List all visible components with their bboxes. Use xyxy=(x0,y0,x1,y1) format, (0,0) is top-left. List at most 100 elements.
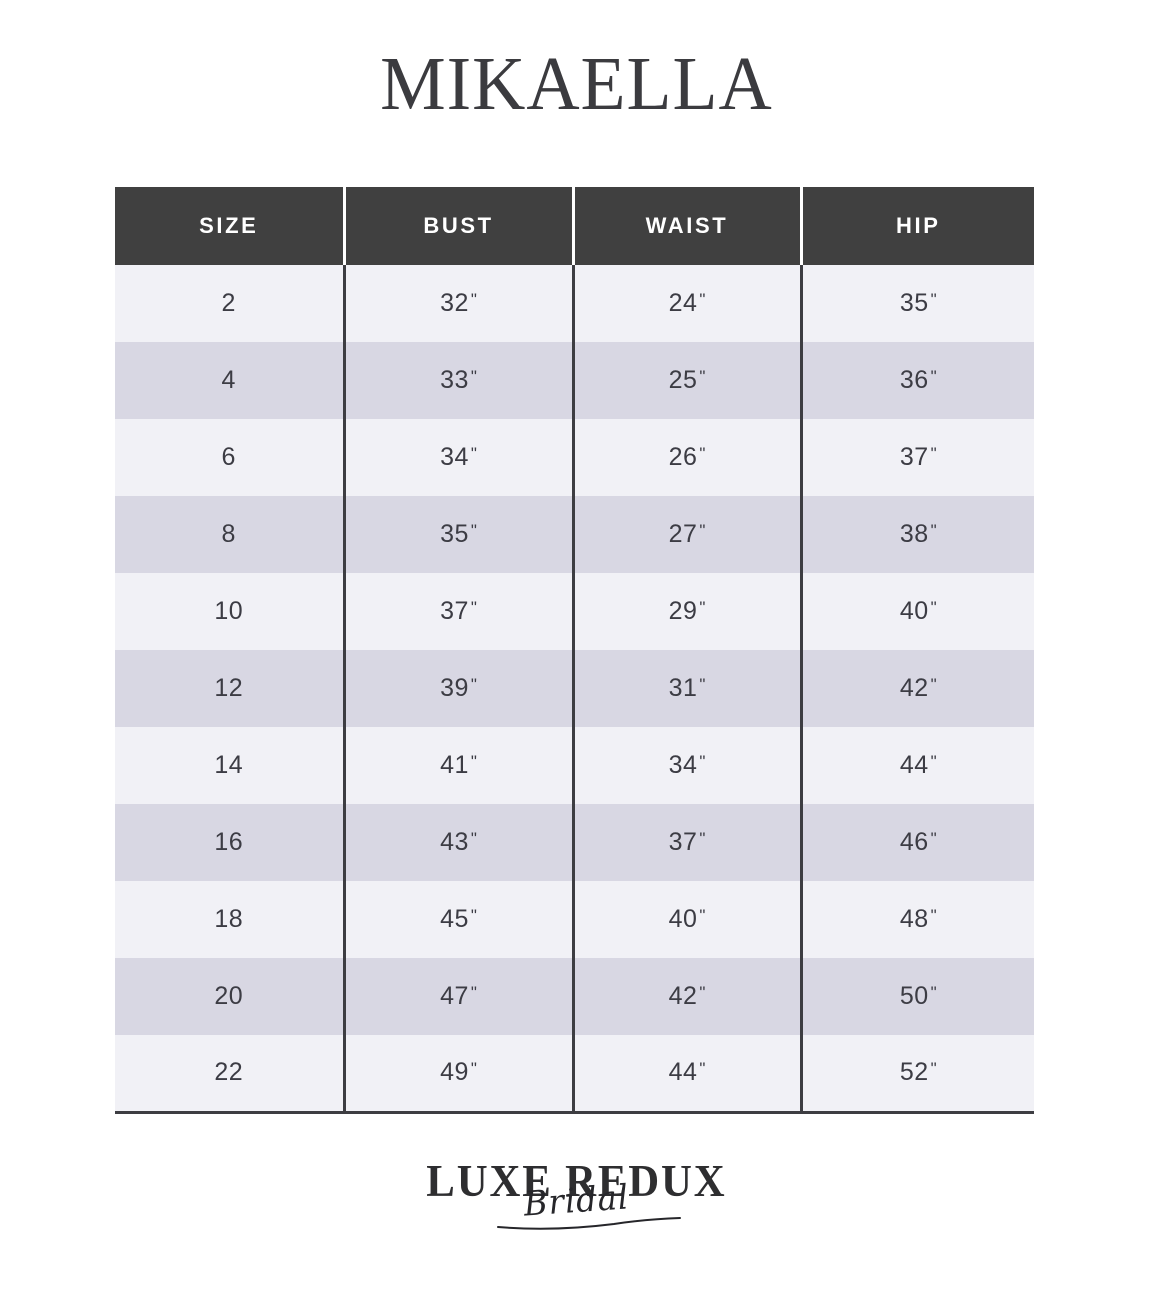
table-body: 2 32 " 24 " 35 " 4 33 " 25 " 36 " 6 34 " 26 " 37 " 8 35 " 27 " 38 "… xyxy=(115,265,1034,1112)
cell-bust: 33 " xyxy=(344,342,575,419)
inch-mark: " xyxy=(699,675,706,694)
table-row: 10 37 " 29 " 40 " xyxy=(115,573,1034,650)
cell-bust: 43 " xyxy=(344,804,575,881)
inch-mark: " xyxy=(470,367,477,386)
inch-mark: " xyxy=(470,444,477,463)
cell-waist: 31 " xyxy=(573,650,803,727)
table-row: 8 35 " 27 " 38 " xyxy=(115,496,1034,573)
table-row: 12 39 " 31 " 42 " xyxy=(115,650,1034,727)
inch-mark: " xyxy=(699,598,706,617)
inch-mark: " xyxy=(930,752,937,771)
inch-mark: " xyxy=(930,1059,937,1079)
cell-size: 22 xyxy=(115,1035,346,1112)
cell-hip: 44 " xyxy=(801,727,1034,804)
cell-waist: 34 " xyxy=(573,727,803,804)
cell-hip: 38 " xyxy=(801,496,1034,573)
cell-waist: 42 " xyxy=(573,958,803,1035)
cell-size: 14 xyxy=(115,727,346,804)
cell-bust: 37 " xyxy=(344,573,575,650)
table-header-row: SIZE BUST WAIST HIP xyxy=(115,187,1034,265)
inch-mark: " xyxy=(699,906,706,925)
inch-mark: " xyxy=(699,752,706,771)
table-row: 18 45 " 40 " 48 " xyxy=(115,881,1034,958)
cell-hip: 40 " xyxy=(801,573,1034,650)
column-header-bust: BUST xyxy=(344,187,575,265)
cell-bust: 39 " xyxy=(344,650,575,727)
inch-mark: " xyxy=(930,983,937,1002)
cell-waist: 44 " xyxy=(573,1035,803,1112)
cell-waist: 25 " xyxy=(573,342,803,419)
inch-mark: " xyxy=(930,521,937,540)
cell-size: 16 xyxy=(115,804,346,881)
table-row: 14 41 " 34 " 44 " xyxy=(115,727,1034,804)
cell-hip: 50 " xyxy=(801,958,1034,1035)
brand-title-container: MIKAELLA xyxy=(0,46,1152,122)
cell-bust: 35 " xyxy=(344,496,575,573)
inch-mark: " xyxy=(930,906,937,925)
cell-hip: 48 " xyxy=(801,881,1034,958)
cell-hip: 46 " xyxy=(801,804,1034,881)
cell-bust: 32 " xyxy=(344,265,575,342)
inch-mark: " xyxy=(699,367,706,386)
cell-bust: 34 " xyxy=(344,419,575,496)
inch-mark: " xyxy=(930,290,937,309)
inch-mark: " xyxy=(470,675,477,694)
inch-mark: " xyxy=(699,444,706,463)
cell-bust: 47 " xyxy=(344,958,575,1035)
size-chart-table: SIZE BUST WAIST HIP 2 32 " 24 " 35 " 4 33 " 25 " 36 "… xyxy=(115,187,1034,1114)
table-row: 20 47 " 42 " 50 " xyxy=(115,958,1034,1035)
table-row: 2 32 " 24 " 35 " xyxy=(115,265,1034,342)
logo-wordmark: LUXE REDUX xyxy=(425,1155,727,1206)
logo-stack: LUXE REDUX Bridal xyxy=(415,1155,738,1230)
cell-size: 20 xyxy=(115,958,346,1035)
cell-waist: 29 " xyxy=(573,573,803,650)
cell-waist: 27 " xyxy=(573,496,803,573)
page-title: MIKAELLA xyxy=(379,42,773,126)
inch-mark: " xyxy=(470,521,477,540)
cell-hip: 37 " xyxy=(801,419,1034,496)
brand-footer-logo: LUXE REDUX Bridal xyxy=(0,1155,1152,1230)
inch-mark: " xyxy=(470,290,477,309)
table-row: 4 33 " 25 " 36 " xyxy=(115,342,1034,419)
cell-waist: 24 " xyxy=(573,265,803,342)
table-row: 16 43 " 37 " 46 " xyxy=(115,804,1034,881)
inch-mark: " xyxy=(470,906,477,925)
column-header-hip: HIP xyxy=(801,187,1034,265)
inch-mark: " xyxy=(470,983,477,1002)
inch-mark: " xyxy=(930,675,937,694)
cell-size: 4 xyxy=(115,342,346,419)
cell-size: 8 xyxy=(115,496,346,573)
cell-bust: 49 " xyxy=(344,1035,575,1112)
inch-mark: " xyxy=(699,983,706,1002)
inch-mark: " xyxy=(930,444,937,463)
cell-waist: 40 " xyxy=(573,881,803,958)
cell-hip: 52 " xyxy=(801,1035,1034,1112)
cell-bust: 45 " xyxy=(344,881,575,958)
cell-waist: 26 " xyxy=(573,419,803,496)
cell-waist: 37 " xyxy=(573,804,803,881)
inch-mark: " xyxy=(930,598,937,617)
column-header-waist: WAIST xyxy=(573,187,803,265)
cell-size: 12 xyxy=(115,650,346,727)
column-header-size: SIZE xyxy=(115,187,346,265)
inch-mark: " xyxy=(470,598,477,617)
inch-mark: " xyxy=(699,290,706,309)
inch-mark: " xyxy=(470,829,477,848)
table-row: 22 49 " 44 " 52 " xyxy=(115,1035,1034,1112)
cell-bust: 41 " xyxy=(344,727,575,804)
table-row: 6 34 " 26 " 37 " xyxy=(115,419,1034,496)
inch-mark: " xyxy=(930,367,937,386)
cell-hip: 42 " xyxy=(801,650,1034,727)
table-header: SIZE BUST WAIST HIP xyxy=(115,187,1034,265)
inch-mark: " xyxy=(699,829,706,848)
inch-mark: " xyxy=(930,829,937,848)
cell-size: 6 xyxy=(115,419,346,496)
cell-hip: 35 " xyxy=(801,265,1034,342)
cell-size: 18 xyxy=(115,881,346,958)
inch-mark: " xyxy=(470,752,477,771)
inch-mark: " xyxy=(470,1059,477,1079)
inch-mark: " xyxy=(699,1059,706,1079)
cell-size: 10 xyxy=(115,573,346,650)
cell-hip: 36 " xyxy=(801,342,1034,419)
